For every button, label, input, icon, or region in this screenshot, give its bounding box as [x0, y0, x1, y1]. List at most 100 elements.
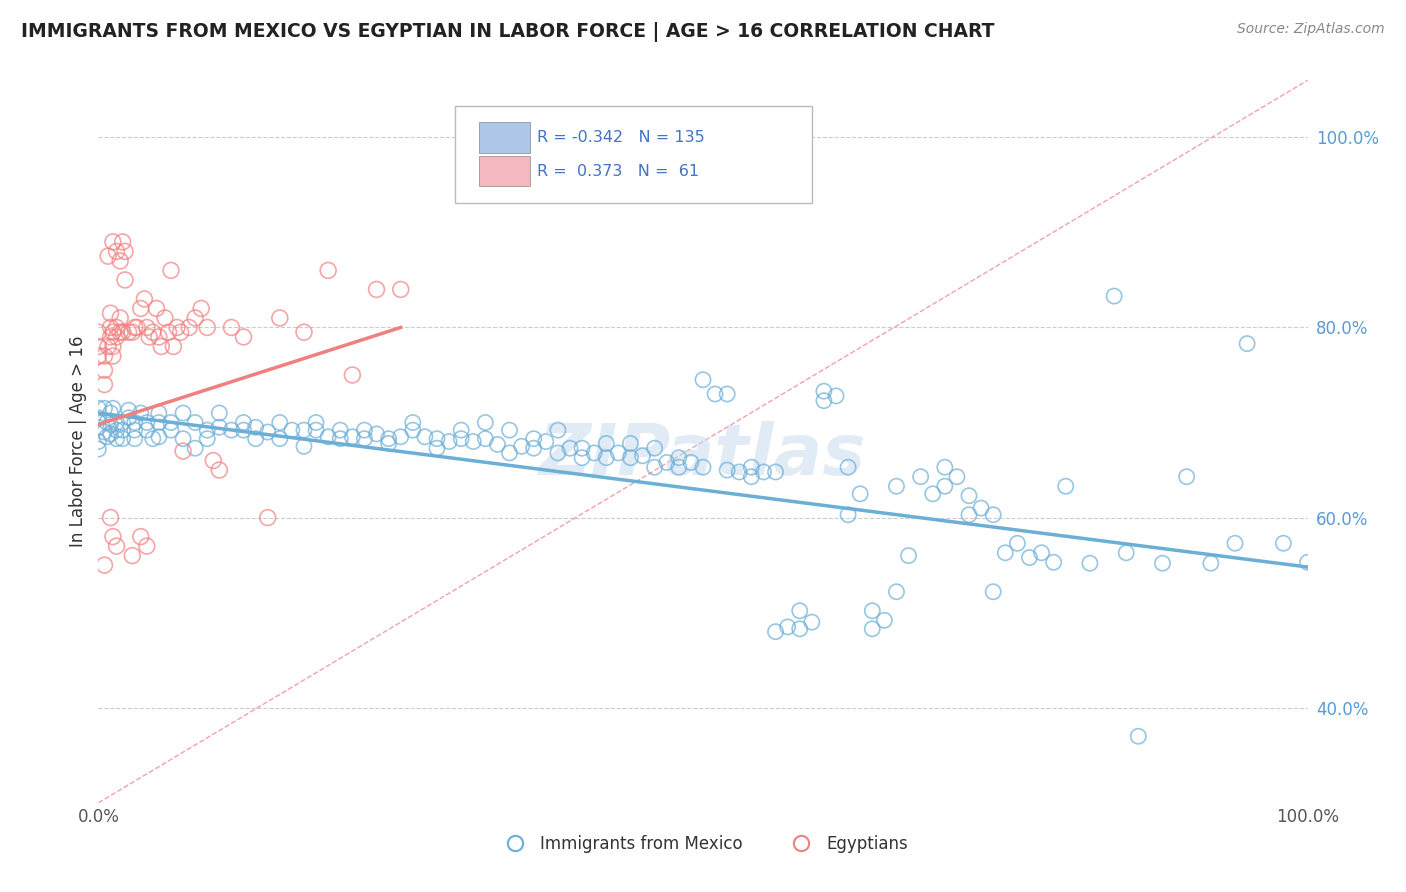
- Point: [157, 325, 180, 339]
- Point: [463, 434, 485, 449]
- Point: [679, 455, 702, 469]
- Point: [292, 423, 315, 437]
- Point: [510, 439, 533, 453]
- Point: [655, 455, 678, 469]
- Point: [100, 417, 122, 432]
- Point: [169, 325, 191, 339]
- Point: [184, 310, 207, 325]
- Point: [121, 549, 143, 563]
- Point: [860, 604, 883, 618]
- Text: Source: ZipAtlas.com: Source: ZipAtlas.com: [1237, 22, 1385, 37]
- Point: [1078, 556, 1101, 570]
- Point: [124, 423, 146, 437]
- Point: [105, 416, 128, 430]
- Point: [184, 416, 207, 430]
- Point: [111, 416, 134, 430]
- Text: R = -0.342   N = 135: R = -0.342 N = 135: [537, 130, 704, 145]
- Point: [87, 434, 110, 449]
- Point: [87, 339, 110, 353]
- Point: [202, 453, 225, 467]
- Point: [571, 450, 593, 465]
- Point: [129, 406, 152, 420]
- Point: [994, 546, 1017, 560]
- Point: [184, 441, 207, 455]
- Point: [114, 273, 136, 287]
- Point: [716, 387, 738, 401]
- Point: [124, 416, 146, 430]
- Point: [124, 320, 146, 334]
- Point: [142, 432, 165, 446]
- Point: [474, 416, 496, 430]
- Point: [377, 432, 399, 446]
- Point: [426, 432, 449, 446]
- Point: [245, 432, 267, 446]
- Point: [607, 446, 630, 460]
- Point: [195, 320, 218, 334]
- Point: [100, 306, 122, 320]
- Point: [402, 423, 425, 437]
- Point: [100, 320, 122, 334]
- Point: [692, 460, 714, 475]
- Point: [886, 584, 908, 599]
- Point: [981, 508, 1004, 522]
- Point: [353, 432, 375, 446]
- Point: [1223, 536, 1246, 550]
- Point: [172, 432, 194, 446]
- Point: [118, 403, 141, 417]
- Point: [111, 432, 134, 446]
- Point: [105, 432, 128, 446]
- Point: [232, 416, 254, 430]
- Point: [644, 441, 666, 455]
- Point: [353, 423, 375, 437]
- Point: [1236, 336, 1258, 351]
- Point: [1102, 289, 1125, 303]
- Point: [366, 282, 388, 296]
- Point: [87, 349, 110, 363]
- Point: [232, 330, 254, 344]
- Point: [292, 325, 315, 339]
- Point: [583, 446, 606, 460]
- Point: [474, 432, 496, 446]
- Point: [121, 325, 143, 339]
- Point: [668, 450, 690, 465]
- Point: [329, 432, 352, 446]
- Point: [100, 426, 122, 441]
- Point: [101, 349, 124, 363]
- Point: [135, 416, 157, 430]
- Point: [547, 423, 569, 437]
- Point: [160, 423, 183, 437]
- Point: [105, 423, 128, 437]
- Point: [1199, 556, 1222, 570]
- Point: [813, 393, 835, 408]
- Point: [114, 244, 136, 259]
- Point: [101, 530, 124, 544]
- Point: [105, 330, 128, 344]
- Point: [765, 465, 787, 479]
- Point: [111, 235, 134, 249]
- Point: [179, 320, 201, 334]
- Point: [87, 325, 110, 339]
- Point: [93, 349, 115, 363]
- Point: [1054, 479, 1077, 493]
- Point: [97, 249, 120, 263]
- Point: [789, 622, 811, 636]
- Point: [316, 263, 339, 277]
- Point: [523, 441, 546, 455]
- Point: [100, 406, 122, 420]
- Point: [342, 430, 364, 444]
- Point: [100, 510, 122, 524]
- Point: [934, 479, 956, 493]
- Point: [269, 416, 291, 430]
- Point: [97, 339, 120, 353]
- Point: [558, 441, 581, 455]
- Point: [118, 325, 141, 339]
- Point: [135, 320, 157, 334]
- Point: [87, 401, 110, 416]
- Point: [101, 325, 124, 339]
- Point: [329, 423, 352, 437]
- Point: [135, 539, 157, 553]
- Point: [148, 406, 170, 420]
- Point: [571, 441, 593, 455]
- Y-axis label: In Labor Force | Age > 16: In Labor Force | Age > 16: [69, 335, 87, 548]
- Point: [1152, 556, 1174, 570]
